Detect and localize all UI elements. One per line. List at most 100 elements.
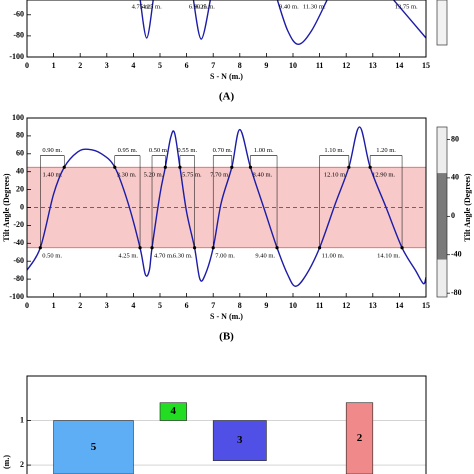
x-tick-label: 1 <box>52 301 56 310</box>
x-tick-label: 14 <box>395 61 403 70</box>
x-axis-title: S - N (m.) <box>210 72 243 81</box>
x-tick-label: 6 <box>185 61 189 70</box>
y-axis-title: Tilt Angle (Degrees) <box>2 173 11 241</box>
zone <box>53 420 134 474</box>
y2-tick-label: -80 <box>451 288 462 297</box>
y-tick-label: 2 <box>20 460 24 469</box>
x-tick-label: 5 <box>158 301 162 310</box>
frame <box>26 375 427 474</box>
crossing-label: 13.75 m. <box>395 3 418 10</box>
crossing-dot <box>163 165 167 169</box>
x-tick-label: 15 <box>422 301 430 310</box>
crossing-label: 11.30 m. <box>303 3 326 10</box>
span-label: 0.50 m. <box>149 147 169 154</box>
crossing-dot <box>368 165 372 169</box>
span-label: 1.10 m. <box>324 147 344 154</box>
span-label: 0.55 m. <box>177 147 197 154</box>
zone-label: 3 <box>237 434 243 446</box>
crossing-label: 1.40 m. <box>43 172 63 179</box>
crossing-label: 9.40 m. <box>279 3 299 10</box>
crossing-dot <box>275 246 279 250</box>
plot-area <box>139 0 426 46</box>
crossing-dot <box>38 246 42 250</box>
x-tick-label: 3 <box>105 61 109 70</box>
x-tick-label: 1 <box>52 61 56 70</box>
y2-tick-label: -40 <box>451 250 462 259</box>
span-label: 0.95 m. <box>118 147 138 154</box>
crossing-label: 11.00 m. <box>322 252 345 259</box>
colorbar-band <box>437 173 447 260</box>
crossing-label: 4.25 m. <box>118 252 138 259</box>
crossing-label: 4.70 m. <box>154 252 174 259</box>
y-tick-label: -40 <box>13 238 24 247</box>
frame <box>26 0 427 58</box>
y2-axis-title: Tilt Angle (Degrees) <box>463 173 472 241</box>
x-tick-label: 14 <box>395 301 403 310</box>
crossing-dot <box>230 165 234 169</box>
colorbar-a <box>436 0 448 46</box>
crossing-label: 6.25 m. <box>195 3 215 10</box>
crossing-dot <box>150 246 154 250</box>
y-tick-label: -100 <box>9 292 24 301</box>
x-tick-label: 8 <box>238 301 242 310</box>
zone <box>345 402 374 474</box>
plot-area <box>27 402 426 474</box>
x-tick-label: 4 <box>131 61 135 70</box>
y-tick-label: -100 <box>9 52 24 61</box>
x-tick-label: 0 <box>25 301 29 310</box>
span-label: 1.00 m. <box>254 147 274 154</box>
crossing-label: 9.40 m. <box>255 252 275 259</box>
x-tick-label: 11 <box>316 301 324 310</box>
crossing-label: 0.50 m. <box>42 252 62 259</box>
crossing-label: 4.25 m. <box>142 3 162 10</box>
y2-tick-label: 80 <box>451 134 459 143</box>
crossing-label: 5.20 m. <box>144 172 164 179</box>
y-tick-label: -60 <box>13 256 24 265</box>
zone <box>159 402 187 421</box>
span-label: 0.90 m. <box>42 147 62 154</box>
crossing-label: 12.90 m. <box>372 172 395 179</box>
x-tick-label: 2 <box>78 61 82 70</box>
x-tick-label: 15 <box>422 61 430 70</box>
x-tick-label: 8 <box>238 61 242 70</box>
x-tick-label: 5 <box>158 61 162 70</box>
y-axis-title: (m.) <box>2 455 11 469</box>
panel-label: (A) <box>219 91 235 103</box>
x-tick-label: 11 <box>316 61 324 70</box>
crossing-dot <box>62 165 66 169</box>
y-tick-label: -80 <box>13 31 24 40</box>
crossing-label: 3.30 m. <box>117 172 137 179</box>
x-tick-label: 12 <box>342 61 350 70</box>
x-tick-label: 2 <box>78 301 82 310</box>
panel-label: (B) <box>219 331 234 343</box>
crossing-label: 4.75 m. <box>132 3 152 10</box>
colorbar-frame <box>436 126 448 298</box>
crossing-dot <box>192 246 197 250</box>
crossing-label: 8.40 m. <box>252 172 272 179</box>
x-tick-label: 10 <box>289 61 297 70</box>
crossing-label: 7.70 m. <box>210 172 230 179</box>
crossing-dot <box>318 246 322 250</box>
y-tick-label: 60 <box>16 149 24 158</box>
x-tick-label: 10 <box>289 301 297 310</box>
x-tick-label: 3 <box>105 301 109 310</box>
x-tick-label: 7 <box>211 301 215 310</box>
zone-label: 5 <box>91 441 97 453</box>
x-axis-title: S - N (m.) <box>210 312 243 321</box>
x-tick-label: 13 <box>369 61 377 70</box>
x-tick-label: 6 <box>185 301 189 310</box>
span-label: 0.70 m. <box>213 147 233 154</box>
zone-label: 4 <box>171 405 177 417</box>
x-tick-label: 12 <box>342 301 350 310</box>
data-line <box>139 0 426 46</box>
crossing-dot <box>178 165 182 169</box>
y-tick-label: 40 <box>16 167 24 176</box>
frame <box>26 117 427 298</box>
x-tick-label: 0 <box>25 61 29 70</box>
crossing-dot <box>211 246 215 250</box>
x-tick-label: 9 <box>264 301 268 310</box>
crossing-label: 6.90 m. <box>189 3 209 10</box>
crossing-label: 6.30 m. <box>173 252 193 259</box>
x-tick-label: 7 <box>211 61 215 70</box>
